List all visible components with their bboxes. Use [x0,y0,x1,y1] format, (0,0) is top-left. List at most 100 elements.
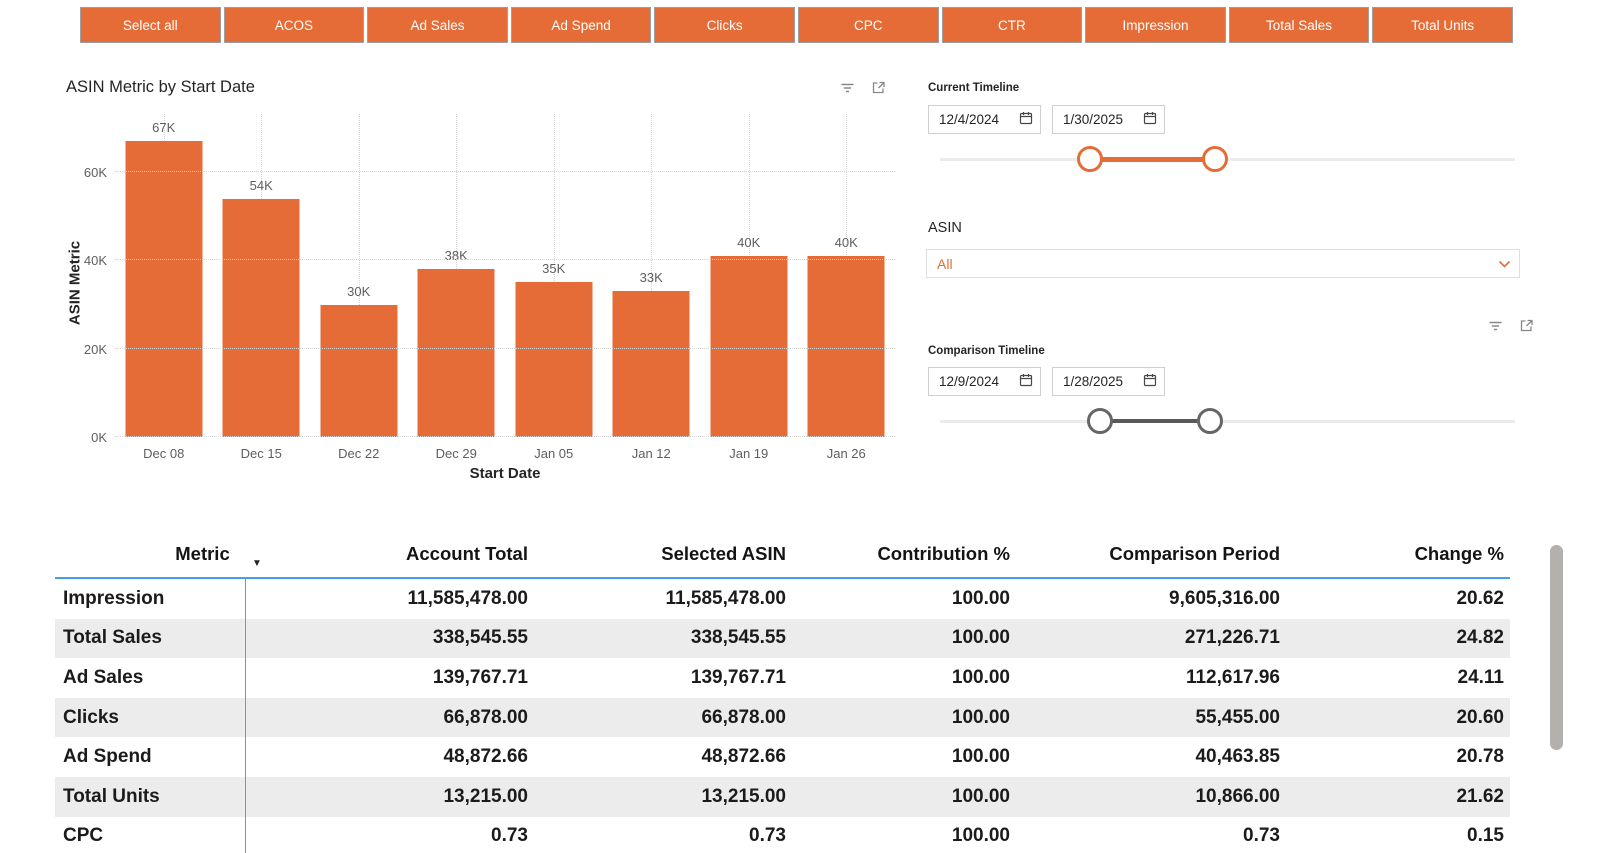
x-axis-tick-label: Jan 26 [826,446,866,461]
calendar-icon[interactable] [1143,373,1157,390]
metric-filter-button-label: Total Sales [1266,17,1333,33]
comparison-timeline-start-input[interactable]: 12/9/2024 [928,367,1041,396]
bar[interactable] [125,141,203,437]
x-axis-tick-label: Jan 19 [729,446,769,461]
bar[interactable] [807,256,885,437]
current-timeline-label: Current Timeline [928,82,1020,94]
bar[interactable] [612,291,690,437]
comparison-timeline-end-input[interactable]: 1/28/2025 [1052,367,1165,396]
current-timeline-slider-handle-start[interactable] [1077,146,1103,172]
bar-column: 40K Jan 19 [700,114,798,461]
table-vertical-scrollbar[interactable] [1550,545,1563,750]
table-row[interactable]: CPC 0.73 0.73 100.00 0.73 0.15 [55,817,1510,853]
column-header[interactable]: Metric [175,542,230,564]
table-row[interactable]: Total Sales 338,545.55 338,545.55 100.00 271… [55,618,1510,659]
comparison-timeline-slider-handle-end[interactable] [1197,408,1223,434]
metric-filter-button[interactable]: Total Sales [1228,7,1370,43]
metric-filter-button[interactable]: Clicks [654,7,795,43]
metric-filter-button[interactable]: Total Units [1372,7,1513,43]
value-cell: 139,767.71 [690,666,786,688]
calendar-icon[interactable] [1143,111,1157,128]
metric-filter-button-label: Ad Spend [551,17,611,33]
column-header[interactable]: Change % [1414,542,1504,564]
bar[interactable] [710,256,788,437]
calendar-icon[interactable] [1019,373,1033,390]
metric-filter-button[interactable]: Ad Spend [510,7,652,43]
y-gridline [115,259,895,261]
table-row[interactable]: Impression 11,585,478.00 11,585,478.00 100.… [55,579,1510,619]
value-cell: 24.82 [1456,627,1504,649]
bar-column: 38K Dec 29 [408,114,506,461]
metric-filter-button[interactable]: Select all [80,7,221,43]
comparison-timeline-slider-track[interactable] [940,420,1515,423]
table-row[interactable]: Ad Spend 48,872.66 48,872.66 100.00 40,463.8… [55,737,1510,777]
filter-icon[interactable] [840,80,855,100]
calendar-icon[interactable] [1019,111,1033,128]
value-cell: 20.62 [1456,587,1504,609]
sort-descending-icon: ▼ [252,558,262,569]
metric-filter-button[interactable]: CTR [941,7,1083,43]
metric-filter-button[interactable]: Ad Sales [367,7,508,43]
bar-value-label: 38K [444,248,468,263]
value-cell: 20.60 [1456,706,1504,728]
current-timeline-slider-handle-end[interactable] [1202,146,1228,172]
bar-value-label: 40K [834,235,858,250]
value-cell: 100.00 [951,706,1010,728]
bar-column: 33K Jan 12 [603,114,701,461]
bar[interactable] [222,199,300,437]
bar-value-label: 30K [347,284,371,299]
value-cell: 66,878.00 [443,706,528,728]
column-header[interactable]: Selected ASIN [661,542,786,564]
value-cell: 0.73 [491,825,528,847]
metric-filter-button-label: Clicks [706,17,743,33]
current-timeline-end-input[interactable]: 1/30/2025 [1052,105,1165,134]
value-cell: 48,872.66 [443,746,528,768]
metric-filter-button[interactable]: Impression [1085,7,1226,43]
column-header[interactable]: Comparison Period [1109,542,1280,564]
metric-cell: Ad Sales [63,666,144,688]
x-axis-tick-label: Jan 12 [631,446,671,461]
column-header[interactable]: Account Total [406,542,528,564]
current-timeline-end-value: 1/30/2025 [1063,112,1124,127]
metric-filter-button[interactable]: CPC [797,7,939,43]
value-cell: 112,617.96 [1185,666,1280,688]
metric-cell: Total Sales [63,627,162,649]
bar-column: 40K Jan 26 [798,114,896,461]
current-timeline-start-input[interactable]: 12/4/2024 [928,105,1041,134]
value-cell: 100.00 [951,785,1010,807]
table-row[interactable]: Clicks 66,878.00 66,878.00 100.00 55,455.00 2… [55,697,1510,738]
focus-mode-icon[interactable] [1519,318,1534,338]
x-axis-title: Start Date [469,465,541,482]
metrics-table: Metric Account Total Selected ASIN Contribu… [55,530,1510,853]
value-cell: 9,605,316.00 [1169,587,1280,609]
chevron-down-icon[interactable] [1498,256,1511,272]
column-header[interactable]: Contribution % [877,542,1010,564]
table-row[interactable]: Ad Sales 139,767.71 139,767.71 100.00 112,61… [55,658,1510,698]
metric-column-divider [245,579,246,853]
bar[interactable] [515,282,593,437]
y-gridline [115,347,895,349]
bar-column: 30K Dec 22 [310,114,408,461]
filter-icon[interactable] [1488,318,1503,338]
vertical-gridline [651,114,653,437]
metric-filter-button-label: Ad Sales [410,17,465,33]
value-cell: 338,545.55 [690,627,786,649]
focus-mode-icon[interactable] [871,80,886,100]
asin-dropdown[interactable]: All [926,249,1520,278]
x-axis-tick-label: Dec 08 [143,446,185,461]
comparison-timeline-slider-range[interactable] [1100,419,1210,423]
y-axis-tick-label: 60K [83,165,107,181]
table-row[interactable]: Total Units 13,215.00 13,215.00 100.00 10,86… [55,776,1510,817]
bar[interactable] [417,269,495,437]
metric-filter-button[interactable]: ACOS [223,7,365,43]
metric-filter-button-label: ACOS [274,17,314,33]
value-cell: 100.00 [951,587,1010,609]
metric-cell: Clicks [63,706,119,728]
y-axis-tick-label: 40K [83,253,107,269]
comparison-timeline-slider-handle-start[interactable] [1087,408,1113,434]
comparison-timeline-label: Comparison Timeline [928,345,1045,357]
bar[interactable] [320,305,398,437]
current-timeline-slider-range[interactable] [1090,157,1215,162]
metric-cell: Impression [63,587,165,609]
value-cell: 21.62 [1456,785,1504,807]
